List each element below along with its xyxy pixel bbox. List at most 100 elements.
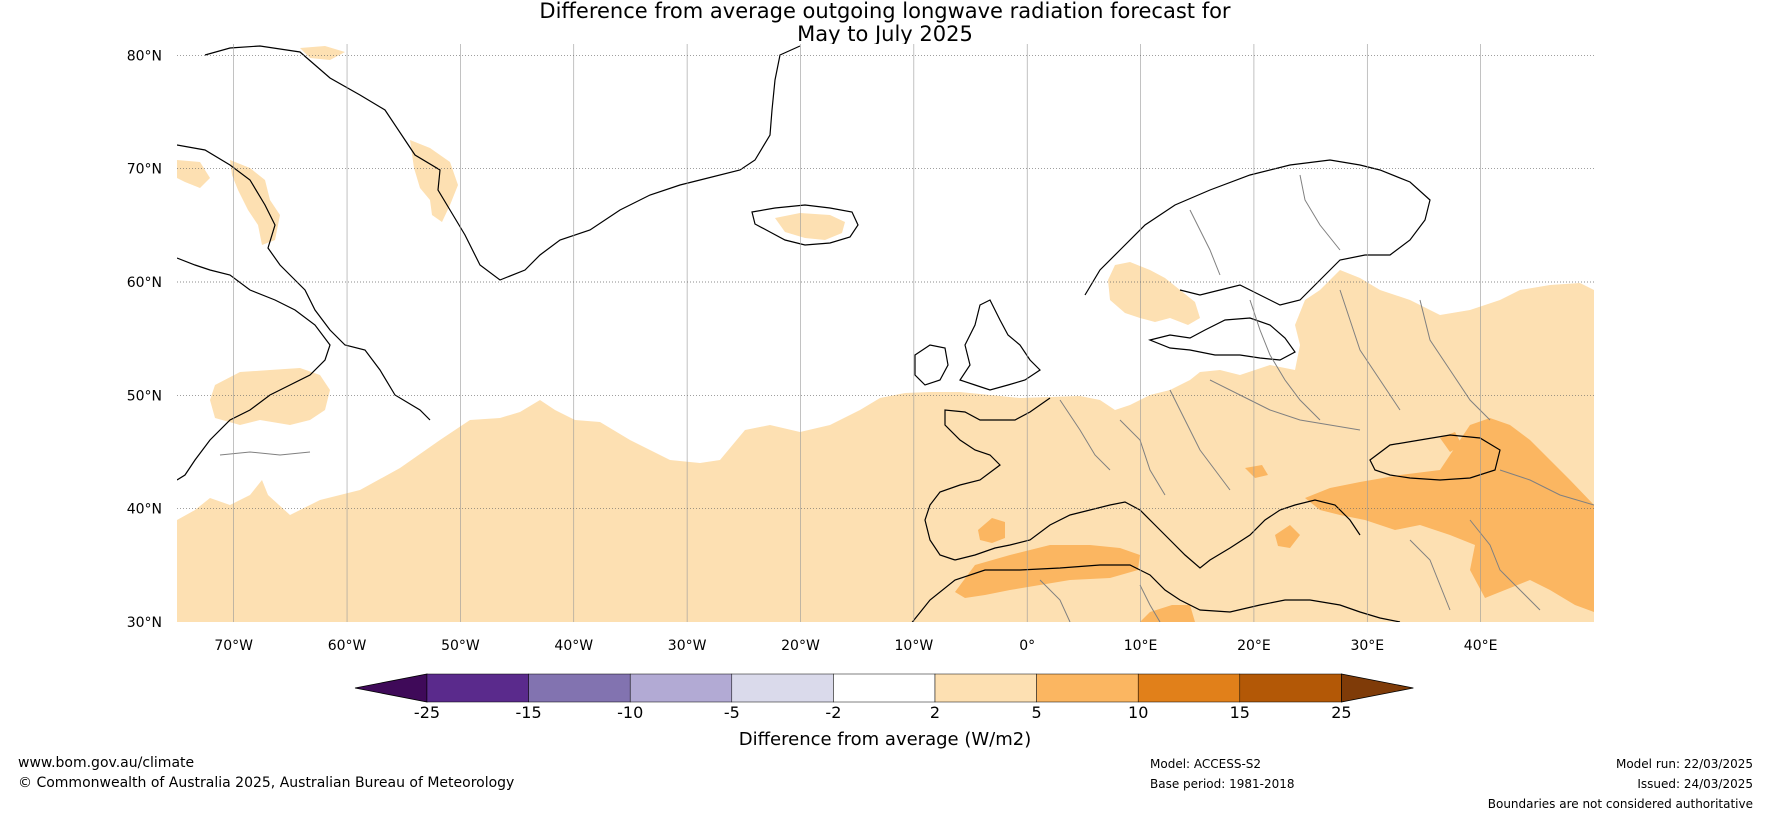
longitude-label: 20°E — [1237, 638, 1271, 654]
anomaly-2-5-region — [177, 46, 1594, 622]
copyright-text: © Commonwealth of Australia 2025, Austra… — [18, 775, 515, 791]
longitude-label: 10°E — [1124, 638, 1158, 654]
colorbar-box — [426, 673, 529, 703]
north-africa-coast — [911, 564, 1401, 622]
model-run-text: Model run: 22/03/2025 — [1615, 757, 1753, 771]
colorbar-box — [833, 673, 936, 703]
colorbar-max-extend — [1341, 673, 1414, 703]
libya-spot-region — [1140, 605, 1195, 622]
colorbar-box — [1239, 673, 1342, 703]
disclaimer-text: Boundaries are not considered authoritat… — [1487, 797, 1753, 811]
border-line — [1139, 584, 1161, 622]
colorbar-tick-label: 15 — [1230, 703, 1250, 722]
newfoundland-region — [210, 368, 330, 425]
colorbar-tick-label: -15 — [516, 703, 542, 722]
title-line-1: Difference from average outgoing longwav… — [539, 0, 1231, 23]
longitude-label: 40°E — [1464, 638, 1498, 654]
iceland-coast — [751, 204, 859, 246]
border-line — [1039, 579, 1071, 622]
longitude-label: 70°W — [214, 638, 253, 654]
colorbar-tick-label: -5 — [724, 703, 740, 722]
north-africa-region — [955, 545, 1140, 598]
latitude-label: 30°N — [127, 615, 162, 631]
black-sea-coast — [1369, 434, 1501, 481]
coastlines — [177, 45, 1501, 622]
graticule — [177, 44, 1594, 622]
border-line — [1189, 209, 1221, 276]
longitude-label: 0° — [1019, 638, 1035, 654]
border-line — [1119, 419, 1166, 496]
baltic-coast — [1148, 317, 1296, 361]
longitude-label: 30°W — [668, 638, 707, 654]
latitude-label: 50°N — [127, 388, 162, 404]
border-line — [1169, 389, 1231, 491]
border-line — [1209, 379, 1361, 431]
longitude-label: 60°W — [328, 638, 367, 654]
mediterranean-north-coast — [954, 499, 1361, 569]
colorbar-box — [1137, 673, 1241, 703]
italy-spot-region — [1245, 465, 1268, 478]
colorbar-tick-label: 5 — [1032, 703, 1042, 722]
colorbar-box — [934, 673, 1037, 703]
colorbar-box — [629, 673, 733, 703]
border-line — [1249, 299, 1321, 421]
colorbar-tick-label: 2 — [930, 703, 940, 722]
baffin-region — [230, 160, 280, 245]
arctic-canada-region — [177, 160, 210, 188]
border-line — [1059, 399, 1111, 471]
latitude-label: 80°N — [127, 48, 162, 64]
caspian-spot-region — [1440, 432, 1462, 452]
border-line — [1299, 174, 1341, 251]
border-line — [1409, 539, 1451, 611]
colorbar-tick-label: 25 — [1331, 703, 1351, 722]
longitude-label: 10°W — [895, 638, 934, 654]
atlantic-southern-region — [177, 270, 1594, 622]
latitude-labels: 80°N 70°N 60°N 50°N 40°N 30°N — [127, 48, 162, 631]
greenland-edge-region — [410, 140, 458, 222]
colorbar-min-extend — [354, 673, 428, 703]
longitude-label: 40°W — [554, 638, 593, 654]
labrador-coast — [177, 257, 331, 481]
map-title: Difference from average outgoing longwav… — [0, 0, 1770, 46]
latitude-label: 70°N — [127, 162, 162, 178]
title-line-2: May to July 2025 — [797, 22, 973, 46]
colorbar-box — [731, 673, 834, 703]
colorbar-box — [528, 673, 631, 703]
colorbar-box — [1036, 673, 1139, 703]
country-borders — [219, 174, 1594, 622]
colorbar-tick-label: -2 — [825, 703, 841, 722]
iberia-spot-region — [978, 518, 1005, 543]
longitude-label: 20°W — [781, 638, 820, 654]
europe-west-coast — [924, 397, 1051, 561]
turkey-middle-east-region — [1305, 418, 1594, 612]
border-line — [1339, 289, 1401, 411]
longitude-labels: 70°W 60°W 50°W 40°W 30°W 20°W 10°W 0° 10°E 20°E 30… — [214, 638, 1497, 654]
latitude-label: 60°N — [127, 275, 162, 291]
longitude-label: 50°W — [441, 638, 480, 654]
colorbar-tick-label: -10 — [617, 703, 643, 722]
border-line — [1499, 469, 1594, 506]
iceland-region — [775, 213, 845, 240]
border-line — [1469, 519, 1541, 611]
colorbar-tick-label: 10 — [1128, 703, 1148, 722]
colorbar-boxes — [354, 673, 1414, 703]
colorbar-label: Difference from average (W/m2) — [738, 729, 1032, 750]
greenland-coast — [204, 45, 801, 281]
uk-coast — [959, 299, 1041, 391]
border-line — [219, 451, 311, 456]
baffin-coast — [177, 144, 431, 421]
map-area — [177, 44, 1594, 622]
colorbar-tick-label: -25 — [414, 703, 440, 722]
website-text: www.bom.gov.au/climate — [18, 755, 195, 771]
border-line — [1419, 299, 1491, 421]
anomaly-5-10-region — [955, 418, 1594, 622]
greece-spot-region — [1275, 525, 1300, 548]
colorbar-ticks: -25 -15 -10 -5 -2 2 5 10 15 25 — [414, 703, 1352, 722]
greenland-ne-region — [300, 46, 345, 60]
ireland-coast — [914, 344, 949, 386]
model-text: Model: ACCESS-S2 — [1150, 757, 1262, 771]
scandinavia-coast — [1084, 159, 1431, 306]
base-period-text: Base period: 1981-2018 — [1150, 777, 1295, 791]
